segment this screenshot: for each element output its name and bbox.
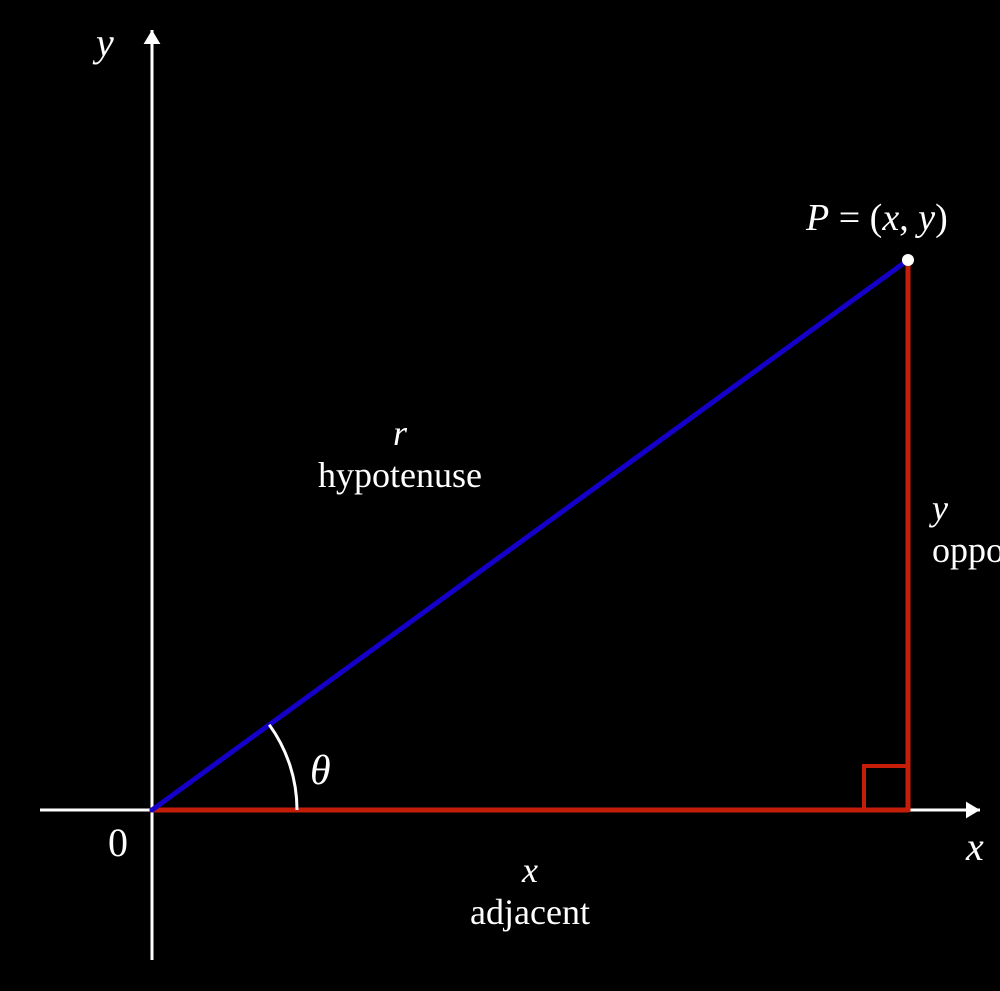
axis-arrow	[966, 802, 980, 819]
hypotenuse-side	[152, 260, 908, 810]
hypotenuse-label: rhypotenuse	[318, 413, 482, 495]
origin-label: 0	[108, 820, 128, 865]
adjacent-label: xadjacent	[470, 850, 590, 932]
angle-arc	[269, 725, 297, 810]
angle-theta-label: θ	[310, 748, 331, 794]
axis-arrow	[144, 30, 161, 44]
y-axis-label: y	[92, 20, 114, 65]
point-p-dot	[902, 254, 914, 266]
opposite-label: yopposite	[929, 488, 1000, 570]
point-p-label: P = (x, y)	[805, 197, 948, 239]
x-axis-label: x	[965, 824, 984, 869]
right-angle-marker	[864, 766, 908, 810]
trig-diagram: x y 0 θ rhypotenuse yopposite xadjacent P = (x,…	[0, 0, 1000, 991]
